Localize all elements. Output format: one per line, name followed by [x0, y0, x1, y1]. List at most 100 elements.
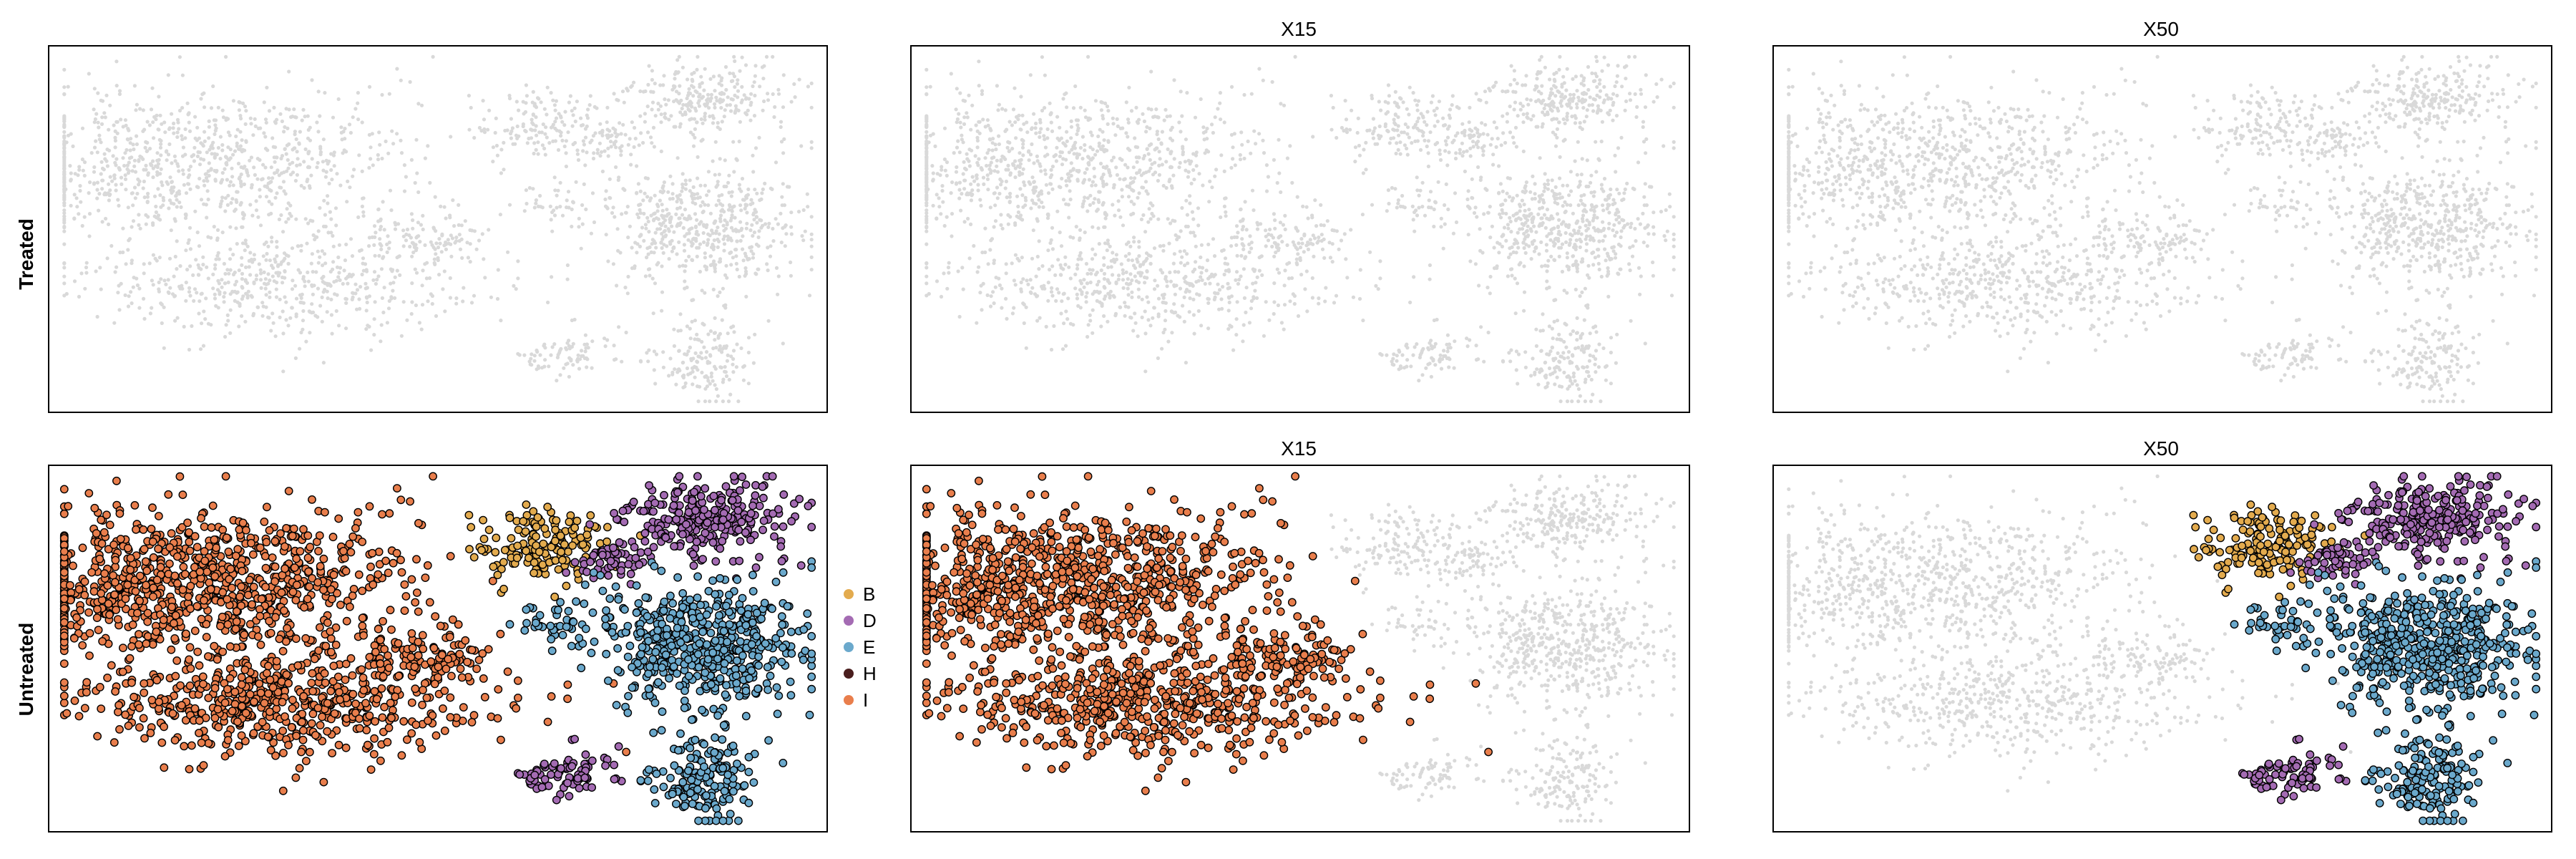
point-background [448, 296, 453, 300]
point-background [1116, 277, 1121, 281]
point-background [267, 109, 272, 113]
point-background [77, 294, 82, 299]
point-background [261, 162, 265, 167]
point-background [809, 238, 814, 242]
point-background [1106, 319, 1110, 324]
point-background [228, 257, 233, 261]
point-background [683, 269, 687, 273]
point-background [409, 311, 414, 316]
point-background [688, 336, 693, 341]
point-background [155, 258, 159, 263]
point-background [1130, 295, 1134, 299]
point-background [783, 244, 787, 248]
point-background [1035, 254, 1040, 259]
point-background [263, 286, 268, 291]
point-background [555, 128, 559, 132]
point-background [158, 113, 162, 117]
point-background [379, 323, 384, 327]
point-background [728, 392, 733, 397]
point-background [413, 180, 417, 185]
point-background [1137, 245, 1141, 249]
point-background [646, 267, 651, 271]
point-background [1450, 140, 1455, 145]
point-background [499, 171, 504, 175]
point-background [468, 242, 472, 246]
point-background [626, 274, 630, 279]
point-background [718, 219, 723, 223]
point-background [731, 205, 735, 209]
point-background [705, 193, 709, 198]
point-background [1322, 256, 1327, 260]
point-background [441, 287, 445, 291]
point-background [643, 176, 648, 180]
point-background [1136, 195, 1140, 200]
point-background [654, 352, 659, 356]
point-background [581, 139, 586, 143]
point-background [213, 292, 217, 296]
point-background [100, 115, 104, 120]
point-background [1106, 109, 1111, 113]
point-background [1156, 314, 1161, 319]
point-background [1244, 228, 1249, 232]
point-background [419, 223, 424, 227]
background-points [924, 54, 1676, 404]
point-background [689, 358, 693, 362]
point-background [1511, 135, 1516, 140]
point-background [273, 334, 278, 339]
point-background [549, 218, 553, 222]
point-background [753, 93, 757, 98]
point-background [151, 166, 155, 170]
point-background [187, 120, 191, 125]
background-points [62, 54, 814, 404]
point-background [258, 157, 262, 162]
point-background [928, 133, 933, 137]
point-background [95, 188, 99, 192]
point-background [727, 203, 732, 207]
point-background [684, 217, 688, 221]
point-background [751, 84, 755, 89]
point-background [226, 193, 230, 198]
point-background [213, 296, 218, 301]
point-background [706, 238, 711, 242]
point-background [231, 99, 235, 103]
point-background [987, 167, 992, 171]
point-background [1030, 198, 1035, 203]
point-background [648, 198, 652, 203]
point-background [554, 116, 559, 120]
point-background [1227, 300, 1231, 305]
point-background [411, 226, 415, 230]
point-background [80, 223, 84, 228]
point-background [179, 205, 183, 209]
point-background [437, 237, 441, 241]
point-background [274, 287, 278, 291]
point-background [1072, 152, 1076, 156]
point-background [1244, 310, 1248, 315]
point-background [972, 243, 976, 248]
point-background [1172, 78, 1176, 82]
point-background [1581, 79, 1586, 83]
point-background [393, 220, 397, 225]
point-background [737, 229, 741, 233]
point-background [301, 327, 305, 331]
point-background [1044, 183, 1048, 187]
point-background [185, 268, 190, 272]
point-background [113, 160, 117, 165]
point-background [298, 271, 303, 275]
point-background [630, 266, 635, 271]
point-background [1105, 105, 1110, 109]
point-background [975, 135, 980, 140]
point-background [1234, 317, 1239, 321]
point-background [1639, 87, 1643, 92]
point-background [1073, 146, 1077, 150]
point-background [698, 204, 703, 208]
point-background [616, 178, 620, 183]
point-background [731, 324, 736, 329]
point-background [1163, 319, 1168, 323]
point-background [693, 319, 698, 323]
point-background [721, 399, 726, 404]
point-background [1136, 295, 1141, 299]
point-background [1591, 109, 1596, 113]
point-background [691, 79, 695, 83]
point-background [248, 116, 253, 120]
point-background [496, 268, 500, 272]
